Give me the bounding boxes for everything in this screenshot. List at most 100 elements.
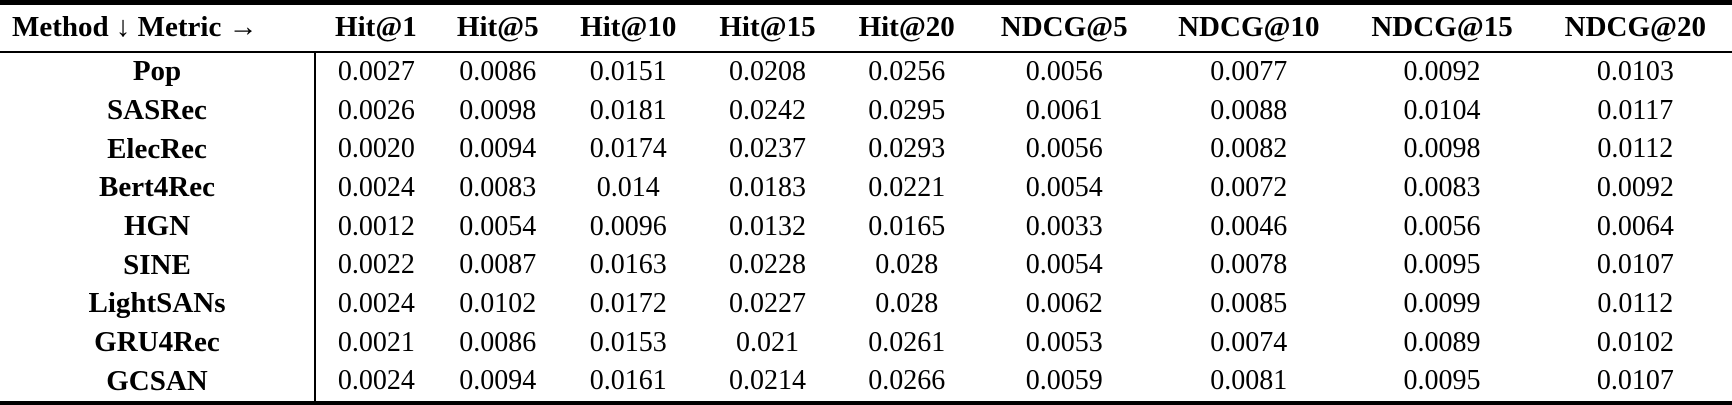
metric-value: 0.0237 [728, 133, 806, 165]
metric-value: 0.0174 [589, 133, 667, 165]
metric-value: 0.0078 [1210, 249, 1288, 281]
metric-value: 0.0081 [1210, 365, 1288, 397]
metric-header: Hit@5 [436, 2, 559, 53]
metric-value: 0.0053 [1025, 326, 1103, 358]
metric-value: 0.0082 [1210, 133, 1288, 165]
method-name: HGN [0, 207, 316, 246]
method-name: SASRec [0, 91, 316, 130]
metric-value: 0.0102 [459, 287, 537, 319]
method-name: Pop [0, 51, 316, 92]
metric-header: Hit@1 [315, 2, 437, 53]
metric-value: 0.0094 [459, 133, 537, 165]
metric-value: 0.0172 [589, 287, 667, 319]
metric-value: 0.0077 [1210, 55, 1288, 87]
metric-value: 0.0020 [337, 133, 415, 165]
metric-value: 0.0054 [459, 210, 537, 242]
metric-value: 0.0092 [1596, 171, 1674, 203]
method-name: GCSAN [0, 361, 316, 403]
table-row: SINE 0.0022 0.0087 0.0163 0.0228 0.028 0.0054 0… [0, 245, 1732, 285]
metric-value: 0.0132 [728, 210, 806, 242]
corner-header-method-metric: Method ↓ Metric → [0, 2, 315, 53]
metric-value: 0.0117 [1597, 94, 1674, 126]
metric-header: NDCG@10 [1152, 2, 1346, 53]
metric-value: 0.0061 [1025, 94, 1103, 126]
metric-value: 0.0099 [1403, 287, 1481, 319]
metric-value: 0.0086 [459, 55, 537, 87]
metric-header: NDCG@5 [976, 2, 1153, 53]
metric-value: 0.0293 [868, 133, 946, 165]
metric-value: 0.0086 [459, 326, 537, 358]
metric-value: 0.0161 [589, 365, 667, 397]
metric-value: 0.0062 [1025, 287, 1103, 319]
metric-value: 0.0095 [1403, 249, 1481, 281]
table-body: Pop 0.0027 0.0086 0.0151 0.0208 0.0256 0.0056 0… [0, 51, 1732, 403]
metric-value: 0.0056 [1403, 210, 1481, 242]
metric-value: 0.0033 [1025, 210, 1103, 242]
metric-value: 0.0163 [589, 249, 667, 281]
metric-header: Hit@20 [837, 2, 977, 53]
table-header: Method ↓ Metric → Hit@1 Hit@5 Hit@10 Hit@15… [0, 2, 1732, 53]
metric-value: 0.0096 [589, 210, 667, 242]
metric-value: 0.0227 [728, 287, 806, 319]
table-row: SASRec 0.0026 0.0098 0.0181 0.0242 0.0295 0.00… [0, 91, 1732, 130]
method-name: Bert4Rec [0, 168, 316, 208]
metric-header: NDCG@20 [1538, 2, 1732, 53]
metric-value: 0.0024 [337, 287, 415, 319]
metric-value: 0.0074 [1210, 326, 1288, 358]
metric-value: 0.0098 [459, 94, 537, 126]
metric-value: 0.0107 [1596, 365, 1674, 397]
metric-value: 0.0024 [337, 171, 415, 203]
method-name: SINE [0, 245, 316, 285]
metric-value: 0.0085 [1210, 287, 1288, 319]
metric-value: 0.0026 [337, 94, 415, 126]
method-name: GRU4Rec [0, 323, 316, 362]
metric-value: 0.0242 [728, 94, 806, 126]
metric-value: 0.0092 [1403, 55, 1481, 87]
metric-value: 0.0221 [868, 171, 946, 203]
metric-header: Hit@10 [558, 2, 698, 53]
metric-value: 0.0112 [1597, 287, 1674, 319]
metric-value: 0.0208 [728, 55, 806, 87]
metric-value: 0.0181 [589, 94, 667, 126]
metric-value: 0.0056 [1025, 55, 1103, 87]
method-name: LightSANs [0, 284, 316, 324]
metric-value: 0.028 [875, 249, 939, 281]
table-row: ElecRec 0.0020 0.0094 0.0174 0.0237 0.0293 0.0… [0, 129, 1732, 169]
metric-value: 0.0295 [868, 94, 946, 126]
metric-value: 0.0183 [728, 171, 806, 203]
metric-value: 0.0027 [337, 55, 415, 87]
metric-value: 0.0104 [1403, 94, 1481, 126]
metric-header: Hit@15 [697, 2, 838, 53]
metric-value: 0.0022 [337, 249, 415, 281]
metric-value: 0.0098 [1403, 133, 1481, 165]
method-name: ElecRec [0, 129, 316, 169]
metric-value: 0.0151 [589, 55, 667, 87]
metric-value: 0.0214 [728, 365, 806, 397]
header-row: Method ↓ Metric → Hit@1 Hit@5 Hit@10 Hit@15… [0, 2, 1732, 53]
table-row: HGN 0.0012 0.0054 0.0096 0.0132 0.0165 0.0033 0… [0, 207, 1732, 246]
metric-value: 0.0088 [1210, 94, 1288, 126]
metric-value: 0.0054 [1025, 171, 1103, 203]
metric-value: 0.0046 [1210, 210, 1288, 242]
table-row: LightSANs 0.0024 0.0102 0.0172 0.0227 0.028 0.… [0, 284, 1732, 324]
metric-header: NDCG@15 [1345, 2, 1539, 53]
metric-value: 0.0103 [1596, 55, 1674, 87]
table-row: Pop 0.0027 0.0086 0.0151 0.0208 0.0256 0.0056 0… [0, 51, 1732, 92]
table-row: GCSAN 0.0024 0.0094 0.0161 0.0214 0.0266 0.005… [0, 361, 1732, 403]
metric-value: 0.0089 [1403, 326, 1481, 358]
metric-value: 0.0012 [337, 210, 415, 242]
metric-value: 0.0087 [459, 249, 537, 281]
metric-value: 0.0021 [337, 326, 415, 358]
metric-value: 0.0102 [1596, 326, 1674, 358]
metric-value: 0.0256 [868, 55, 946, 87]
metric-value: 0.0261 [868, 326, 946, 358]
metric-value: 0.0083 [1403, 171, 1481, 203]
metric-value: 0.0059 [1025, 365, 1103, 397]
metric-value: 0.0024 [337, 365, 415, 397]
metric-value: 0.021 [735, 326, 799, 358]
metric-value: 0.0054 [1025, 249, 1103, 281]
table-row: Bert4Rec 0.0024 0.0083 0.014 0.0183 0.0221 0.0… [0, 168, 1732, 208]
metric-value: 0.014 [596, 171, 660, 203]
